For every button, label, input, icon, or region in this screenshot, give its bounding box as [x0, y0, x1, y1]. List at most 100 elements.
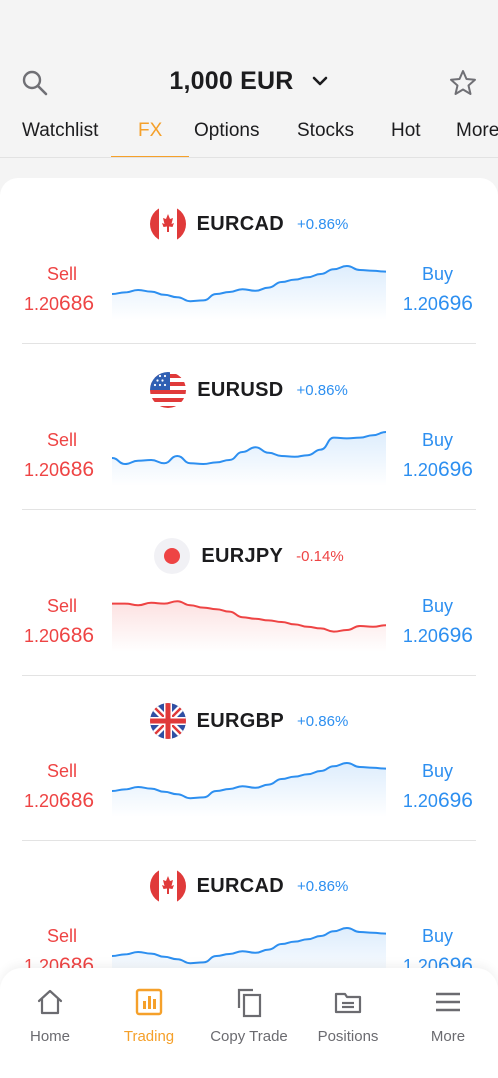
sparkline-area	[112, 601, 386, 652]
buy-price-prefix: 1.20	[402, 626, 438, 646]
pair-symbol: EURCAD	[196, 874, 285, 897]
sell-button[interactable]: Sell	[47, 926, 78, 946]
pair-symbol: EURJPY	[201, 544, 284, 567]
balance-selector[interactable]: 1,000 EUR	[0, 66, 498, 96]
list-item[interactable]: EURGBP +0.86% Sell 1.20686 Buy 1.20696	[0, 675, 498, 841]
nav-home[interactable]: Home	[0, 986, 100, 1045]
sparkline-line	[112, 265, 386, 303]
menu-icon	[436, 992, 460, 1012]
nav-label: Positions	[317, 1028, 379, 1045]
list-item[interactable]: EURJPY -0.14% Sell 1.20686 Buy 1.20696	[0, 510, 498, 676]
sparkline-line	[112, 600, 386, 633]
sell-button[interactable]: Sell	[47, 761, 78, 781]
pair-change: -0.14%	[296, 547, 344, 565]
sell-price-prefix: 1.20	[24, 460, 60, 480]
pairs-list: EURCAD +0.86% Sell 1.20686 Buy 1.20696	[0, 178, 498, 1078]
buy-price[interactable]: 1.20696	[403, 458, 473, 482]
sell-button[interactable]: Sell	[47, 430, 78, 450]
buy-price-prefix: 1.20	[402, 294, 438, 314]
sparkline-area	[112, 432, 386, 486]
sell-price-prefix: 1.20	[24, 791, 60, 811]
nav-trading[interactable]: Trading	[99, 986, 199, 1045]
buy-price-prefix: 1.20	[402, 460, 438, 480]
buy-price[interactable]: 1.20696	[403, 789, 473, 813]
uk-flag-icon	[149, 703, 186, 739]
search-icon	[22, 70, 48, 96]
tab-watchlist[interactable]: Watchlist	[22, 120, 99, 141]
buy-price-pips: 696	[437, 292, 473, 315]
search-button[interactable]	[20, 68, 50, 98]
row-divider	[22, 840, 476, 841]
pair-change: +0.86%	[297, 712, 349, 730]
sell-price[interactable]: 1.20686	[24, 789, 94, 813]
buy-button[interactable]: Buy	[421, 926, 453, 946]
star-icon	[450, 70, 476, 95]
row-divider	[22, 509, 476, 510]
pair-symbol: EURUSD	[197, 378, 284, 401]
chevron-down-icon	[312, 77, 327, 86]
tab-stocks[interactable]: Stocks	[297, 120, 355, 141]
buy-button[interactable]: Buy	[421, 596, 453, 616]
tab-fx[interactable]: FX	[138, 120, 163, 141]
sell-button[interactable]: Sell	[47, 596, 78, 616]
sparkline-area	[112, 763, 386, 817]
nav-label: Copy Trade	[210, 1028, 288, 1045]
nav-label: Trading	[123, 1028, 175, 1045]
sparkline-area	[112, 266, 386, 320]
list-item[interactable]: EURCAD +0.86% Sell 1.20686 Buy 1.20696	[0, 178, 498, 344]
nav-copy-trade[interactable]: Copy Trade	[199, 986, 299, 1045]
buy-button[interactable]: Buy	[421, 430, 453, 450]
pair-change: +0.86%	[296, 381, 348, 399]
sell-price[interactable]: 1.20686	[24, 458, 94, 482]
usa-flag-icon	[150, 372, 187, 408]
sell-button[interactable]: Sell	[47, 264, 78, 284]
buy-price-pips: 696	[437, 458, 473, 481]
sparkline-chart	[112, 265, 386, 320]
buy-button[interactable]: Buy	[421, 761, 453, 781]
sell-price-pips: 686	[59, 458, 95, 481]
sell-price[interactable]: 1.20686	[24, 292, 94, 316]
sparkline-line	[112, 762, 386, 800]
canada-flag-icon	[149, 206, 186, 242]
sell-price-pips: 686	[59, 624, 95, 647]
buy-price-pips: 696	[437, 789, 473, 812]
nav-more[interactable]: More	[398, 986, 498, 1045]
sparkline-chart	[112, 431, 386, 486]
japan-flag-icon	[154, 538, 191, 574]
tab-more[interactable]: More	[456, 120, 498, 141]
nav-positions[interactable]: Positions	[298, 986, 398, 1045]
canada-flag-icon	[149, 868, 186, 904]
active-tab-indicator	[111, 156, 189, 157]
sparkline-chart	[112, 762, 386, 817]
favorite-button[interactable]	[448, 68, 478, 98]
sparkline-chart	[112, 600, 386, 652]
sell-price[interactable]: 1.20686	[24, 624, 94, 648]
nav-label: Home	[29, 1028, 70, 1045]
buy-button[interactable]: Buy	[421, 264, 453, 284]
tab-hot[interactable]: Hot	[391, 120, 421, 141]
pair-change: +0.86%	[297, 215, 349, 233]
row-divider	[22, 675, 476, 676]
buy-price-pips: 696	[437, 624, 473, 647]
copy-icon	[237, 988, 262, 1018]
home-icon	[37, 989, 63, 1015]
buy-price[interactable]: 1.20696	[403, 292, 473, 316]
status-bar-area	[0, 0, 498, 60]
buy-price-prefix: 1.20	[402, 791, 438, 811]
sell-price-pips: 686	[59, 789, 95, 812]
folder-icon	[334, 992, 362, 1014]
sell-price-prefix: 1.20	[24, 294, 60, 314]
pair-change: +0.86%	[297, 877, 349, 895]
sparkline-line	[112, 431, 386, 465]
buy-price[interactable]: 1.20696	[403, 624, 473, 648]
pair-symbol: EURCAD	[196, 212, 285, 235]
tab-options[interactable]: Options	[194, 120, 260, 141]
chart-icon	[135, 988, 163, 1016]
sell-price-prefix: 1.20	[24, 626, 60, 646]
sell-price-pips: 686	[59, 292, 95, 315]
category-tabs: Watchlist FX Options Stocks Hot More	[0, 112, 498, 158]
list-item[interactable]: EURUSD +0.86% Sell 1.20686 Buy 1.20696	[0, 344, 498, 510]
balance-amount: 1,000 EUR	[169, 66, 294, 95]
top-bar: 1,000 EUR	[0, 60, 498, 106]
sparkline-line	[112, 927, 386, 965]
